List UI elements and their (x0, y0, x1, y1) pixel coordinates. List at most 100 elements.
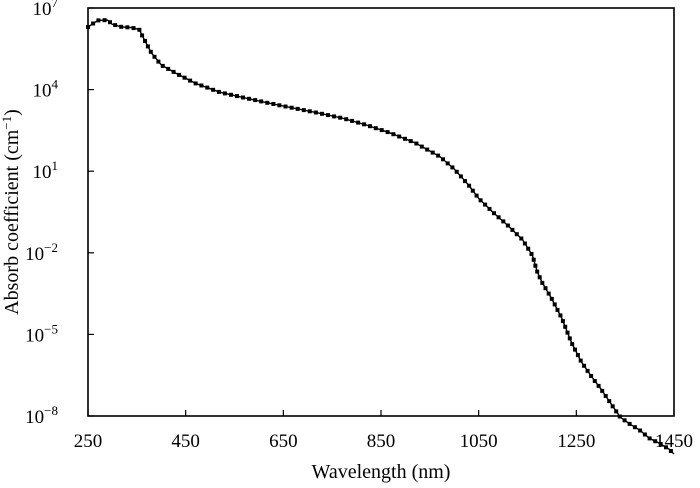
y-tick-label: 10−2 (25, 240, 58, 265)
data-point (658, 442, 663, 446)
data-point (350, 118, 355, 123)
data-point (585, 368, 590, 373)
data-point (119, 24, 124, 29)
x-tick-label: 450 (171, 431, 200, 452)
data-point (474, 193, 479, 198)
data-point (555, 307, 560, 312)
data-point (362, 122, 367, 127)
data-point (543, 286, 548, 291)
data-point (573, 347, 577, 352)
data-point (607, 399, 612, 404)
data-point (211, 87, 216, 92)
data-point (617, 414, 622, 419)
data-point (519, 236, 524, 241)
data-point (166, 66, 171, 71)
data-point (277, 103, 282, 108)
data-point (529, 252, 534, 256)
data-point (313, 110, 318, 115)
y-tick-label: 107 (33, 0, 59, 20)
x-tick-label: 1450 (655, 431, 693, 452)
data-point (664, 445, 668, 450)
data-point (259, 99, 264, 104)
data-point (137, 27, 142, 32)
data-point (567, 336, 572, 341)
data-point (373, 126, 378, 131)
data-point (458, 174, 463, 179)
plot-frame (87, 7, 675, 417)
data-point (560, 319, 565, 324)
data-point (483, 202, 488, 207)
y-axis-title-close: ) (1, 109, 23, 116)
data-point (216, 89, 221, 94)
data-point (537, 275, 542, 280)
y-tick-label: 104 (33, 77, 59, 102)
data-point (535, 269, 540, 274)
data-point (546, 291, 551, 296)
data-point (403, 136, 407, 141)
data-point (647, 436, 652, 441)
data-point (492, 211, 496, 216)
x-axis-title: Wavelength (nm) (312, 461, 451, 483)
data-point (222, 91, 227, 96)
data-point (531, 257, 536, 262)
data-point (96, 18, 101, 23)
data-point (385, 130, 390, 135)
data-point (125, 25, 130, 30)
data-point (603, 394, 608, 398)
data-point (430, 150, 435, 155)
data-point (344, 117, 349, 122)
data-point (229, 92, 233, 97)
data-point (540, 280, 545, 285)
y-axis-title: Absorb coefficient (cm−1) (0, 109, 23, 315)
data-point (668, 449, 673, 453)
data-point (182, 75, 187, 80)
data-point (241, 95, 245, 100)
data-point (533, 263, 538, 268)
data-point (301, 108, 306, 113)
data-point (470, 188, 475, 193)
data-point (332, 114, 337, 119)
data-point (578, 358, 583, 363)
data-point (160, 63, 165, 68)
y-tick-label: 101 (33, 158, 59, 183)
data-point (247, 96, 252, 101)
data-point (140, 33, 145, 38)
data-point (171, 69, 176, 74)
data-point (592, 379, 597, 383)
x-tick-label: 850 (367, 431, 396, 452)
data-point (565, 330, 570, 335)
data-point (408, 139, 413, 144)
data-point (156, 59, 161, 64)
data-point (526, 246, 531, 251)
data-point (320, 111, 324, 116)
y-axis-title-text: Absorb coefficient (cm (1, 129, 23, 315)
data-point (552, 302, 557, 307)
x-tick-label: 650 (269, 431, 298, 452)
data-point (193, 81, 198, 86)
data-point (478, 198, 483, 203)
y-tick-label: 10−8 (25, 403, 58, 428)
data-point (199, 83, 204, 88)
data-point (425, 147, 430, 152)
data-point (283, 104, 288, 109)
data-point (558, 313, 563, 318)
data-point (549, 296, 554, 301)
data-point (265, 100, 270, 105)
data-point (145, 44, 150, 49)
data-point (188, 78, 193, 83)
data-point (436, 153, 441, 158)
data-point (510, 227, 515, 232)
data-point (253, 98, 258, 103)
data-point (391, 132, 396, 137)
data-point (102, 18, 107, 23)
data-point (235, 94, 239, 99)
data-point (514, 232, 519, 237)
data-point (467, 183, 472, 188)
data-point (522, 241, 527, 246)
data-point (596, 383, 601, 388)
series-line (87, 19, 675, 455)
data-point (589, 374, 594, 378)
data-point (632, 425, 637, 430)
data-point (414, 141, 419, 146)
data-point (356, 120, 361, 125)
